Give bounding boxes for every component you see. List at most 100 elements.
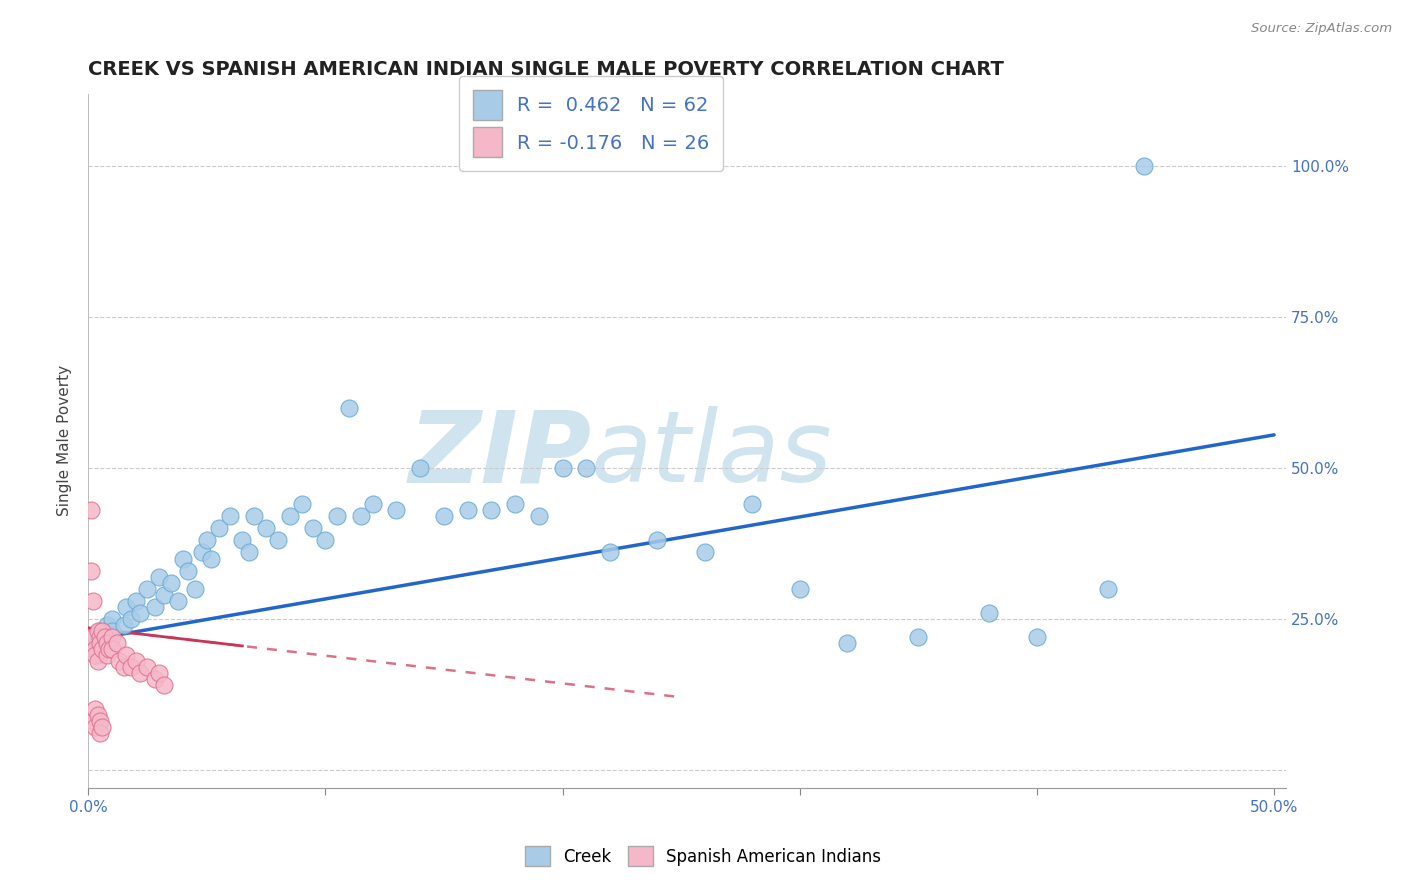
Point: [409, 461, 432, 475]
Point: [693, 545, 716, 559]
Point: [129, 666, 152, 681]
Point: [91, 721, 114, 735]
Text: CREEK VS SPANISH AMERICAN INDIAN SINGLE MALE POVERTY CORRELATION CHART: CREEK VS SPANISH AMERICAN INDIAN SINGLE …: [89, 60, 1004, 78]
Point: [82, 714, 104, 729]
Point: [89, 714, 111, 729]
Point: [101, 642, 124, 657]
Point: [91, 624, 114, 638]
Point: [94, 642, 117, 657]
Point: [82, 642, 104, 657]
Point: [551, 461, 574, 475]
Point: [647, 533, 669, 548]
Point: [200, 551, 222, 566]
Point: [96, 618, 118, 632]
Point: [326, 509, 349, 524]
Point: [89, 636, 111, 650]
Point: [503, 497, 526, 511]
Point: [148, 569, 170, 583]
Point: [101, 624, 124, 638]
Point: [160, 575, 183, 590]
Point: [385, 503, 408, 517]
Point: [1025, 630, 1047, 644]
Point: [79, 564, 101, 578]
Point: [837, 636, 859, 650]
Point: [191, 545, 214, 559]
Point: [177, 564, 200, 578]
Point: [112, 618, 135, 632]
Point: [115, 648, 138, 662]
Point: [98, 630, 121, 644]
Point: [96, 648, 118, 662]
Point: [101, 612, 124, 626]
Text: ZIP: ZIP: [408, 406, 592, 503]
Point: [143, 599, 166, 614]
Point: [172, 551, 194, 566]
Point: [89, 624, 111, 638]
Point: [86, 648, 108, 662]
Legend: R =  0.462   N = 62, R = -0.176   N = 26: R = 0.462 N = 62, R = -0.176 N = 26: [460, 76, 723, 171]
Point: [86, 708, 108, 723]
Point: [86, 654, 108, 668]
Point: [278, 509, 301, 524]
Point: [302, 521, 325, 535]
Point: [219, 509, 242, 524]
Point: [789, 582, 811, 596]
Point: [238, 545, 260, 559]
Point: [575, 461, 598, 475]
Point: [1097, 582, 1119, 596]
Point: [231, 533, 253, 548]
Y-axis label: Single Male Poverty: Single Male Poverty: [58, 366, 72, 516]
Point: [457, 503, 479, 517]
Point: [124, 654, 146, 668]
Point: [86, 624, 108, 638]
Point: [79, 503, 101, 517]
Point: [124, 593, 146, 607]
Point: [98, 642, 121, 657]
Point: [101, 630, 124, 644]
Point: [207, 521, 229, 535]
Point: [361, 497, 384, 511]
Point: [1132, 160, 1154, 174]
Point: [599, 545, 621, 559]
Point: [91, 642, 114, 657]
Point: [148, 666, 170, 681]
Point: [84, 630, 107, 644]
Point: [527, 509, 550, 524]
Text: Source: ZipAtlas.com: Source: ZipAtlas.com: [1251, 22, 1392, 36]
Point: [94, 630, 117, 644]
Point: [84, 642, 107, 657]
Point: [136, 660, 159, 674]
Point: [115, 599, 138, 614]
Point: [120, 612, 142, 626]
Point: [254, 521, 277, 535]
Point: [741, 497, 763, 511]
Point: [314, 533, 336, 548]
Point: [907, 630, 929, 644]
Point: [84, 721, 107, 735]
Point: [112, 660, 135, 674]
Text: atlas: atlas: [592, 406, 832, 503]
Point: [243, 509, 266, 524]
Point: [82, 630, 104, 644]
Point: [433, 509, 456, 524]
Point: [267, 533, 290, 548]
Point: [136, 582, 159, 596]
Point: [105, 636, 128, 650]
Point: [143, 672, 166, 686]
Point: [479, 503, 502, 517]
Point: [129, 606, 152, 620]
Point: [120, 660, 142, 674]
Point: [153, 678, 176, 692]
Point: [82, 593, 104, 607]
Point: [89, 630, 111, 644]
Point: [91, 636, 114, 650]
Legend: Creek, Spanish American Indians: Creek, Spanish American Indians: [517, 839, 889, 873]
Point: [153, 588, 176, 602]
Point: [979, 606, 1001, 620]
Point: [337, 401, 360, 415]
Point: [108, 654, 131, 668]
Point: [350, 509, 373, 524]
Point: [89, 726, 111, 740]
Point: [291, 497, 314, 511]
Point: [84, 648, 107, 662]
